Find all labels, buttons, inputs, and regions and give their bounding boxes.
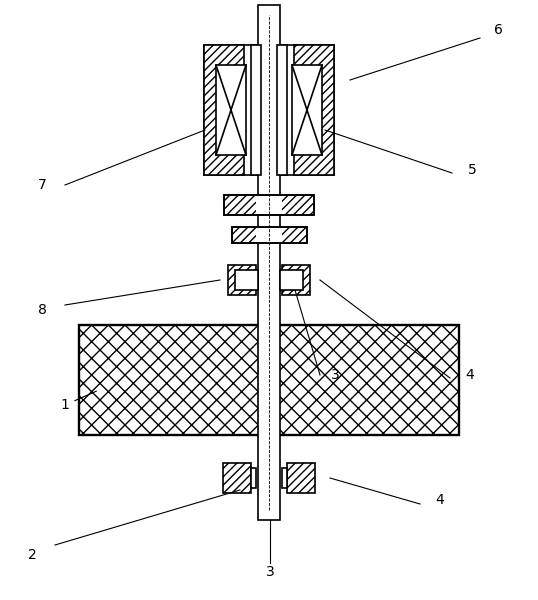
Text: 5: 5 [468,163,476,177]
Text: 2: 2 [27,548,37,562]
Bar [251,468,256,488]
Text: 4: 4 [465,368,475,382]
Bar [228,265,256,295]
Bar [282,265,310,295]
Bar [224,195,256,215]
Bar [282,195,314,215]
Text: 1: 1 [61,391,96,412]
Bar [277,45,287,175]
Text: 6: 6 [493,23,502,37]
Bar [204,45,244,175]
Bar [224,195,314,215]
Bar [294,45,334,175]
Bar [216,65,246,155]
Bar [204,45,334,175]
Bar [292,65,322,155]
Bar [231,227,307,243]
Bar [282,468,287,488]
Bar [280,270,303,290]
Bar [79,325,459,435]
Bar [287,463,315,493]
Bar [235,270,258,290]
Text: 3: 3 [266,565,274,579]
Bar [231,227,307,243]
Bar [231,227,256,243]
Text: 3: 3 [331,368,339,382]
Text: 8: 8 [38,303,46,317]
Bar [258,5,280,520]
Text: 4: 4 [436,493,444,507]
Bar [282,227,307,243]
Bar [251,45,261,175]
Bar [224,195,314,215]
Text: 7: 7 [38,178,46,192]
Bar [223,463,251,493]
